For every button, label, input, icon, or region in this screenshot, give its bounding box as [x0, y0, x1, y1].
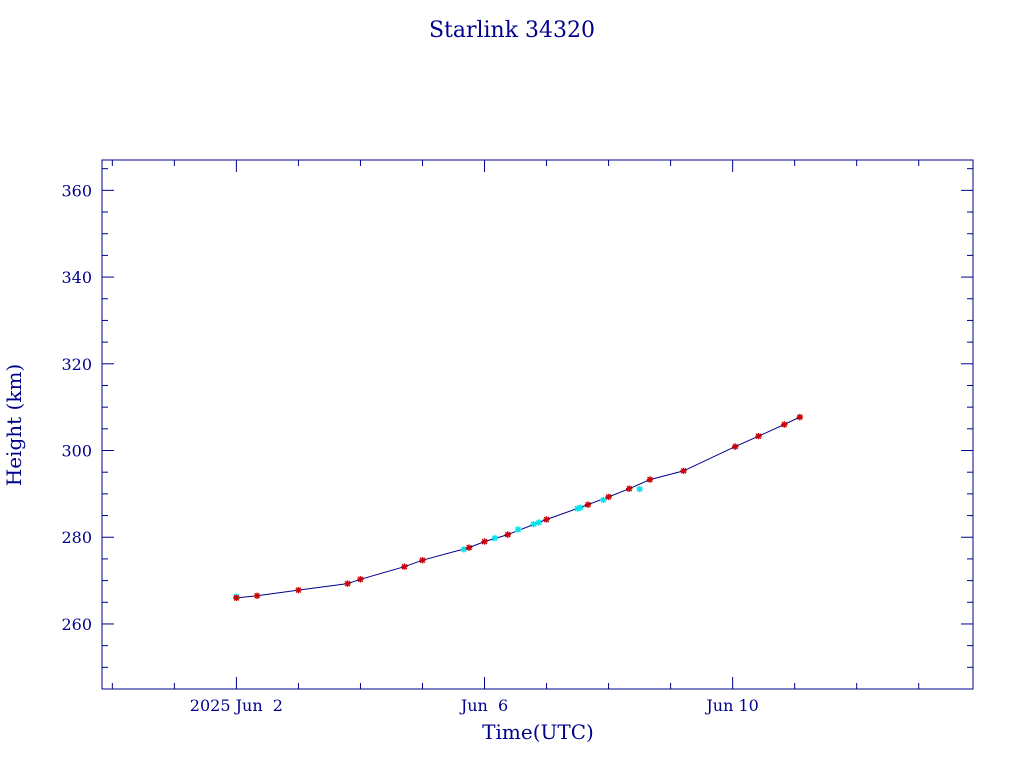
y-tick-label: 360	[61, 181, 92, 200]
x-axis-label: Time(UTC)	[482, 720, 594, 744]
y-axis-label: Height (km)	[2, 364, 26, 486]
data-point	[233, 594, 240, 602]
data-point	[781, 421, 788, 428]
data-point	[574, 505, 581, 512]
data-point	[460, 546, 468, 553]
data-point	[600, 496, 607, 504]
data-point	[504, 531, 511, 538]
data-point	[514, 526, 522, 533]
series-line	[236, 416, 801, 599]
x-tick-label: Jun 6	[459, 696, 508, 715]
data-point	[755, 433, 762, 440]
chart-title: Starlink 34320	[429, 18, 595, 43]
data-point	[530, 521, 537, 528]
data-point	[646, 476, 654, 483]
data-point	[626, 485, 633, 492]
data-point	[543, 516, 550, 523]
y-tick-label: 260	[61, 615, 92, 634]
y-tick-label: 300	[61, 442, 92, 461]
y-tick-label: 340	[61, 268, 92, 287]
x-tick-label: Jun 10	[704, 696, 758, 715]
data-point	[576, 504, 584, 511]
data-point	[357, 576, 364, 583]
data-point	[344, 580, 351, 587]
data-point	[584, 501, 592, 508]
y-tick-label: 320	[61, 355, 92, 374]
data-point	[401, 563, 408, 570]
plot-frame	[101, 159, 974, 690]
data-point	[636, 485, 643, 493]
data-point	[605, 493, 612, 501]
data-point	[535, 519, 542, 526]
data-point	[680, 467, 687, 475]
x-tick-label: 2025 Jun 2	[190, 696, 283, 715]
data-point	[796, 413, 804, 421]
data-point	[481, 538, 488, 545]
data-point	[253, 592, 261, 599]
data-point	[732, 443, 739, 450]
data-point	[295, 586, 302, 594]
y-tick-label: 280	[61, 528, 92, 547]
data-point	[491, 534, 499, 542]
data-point	[465, 544, 473, 551]
data-point	[419, 557, 426, 564]
